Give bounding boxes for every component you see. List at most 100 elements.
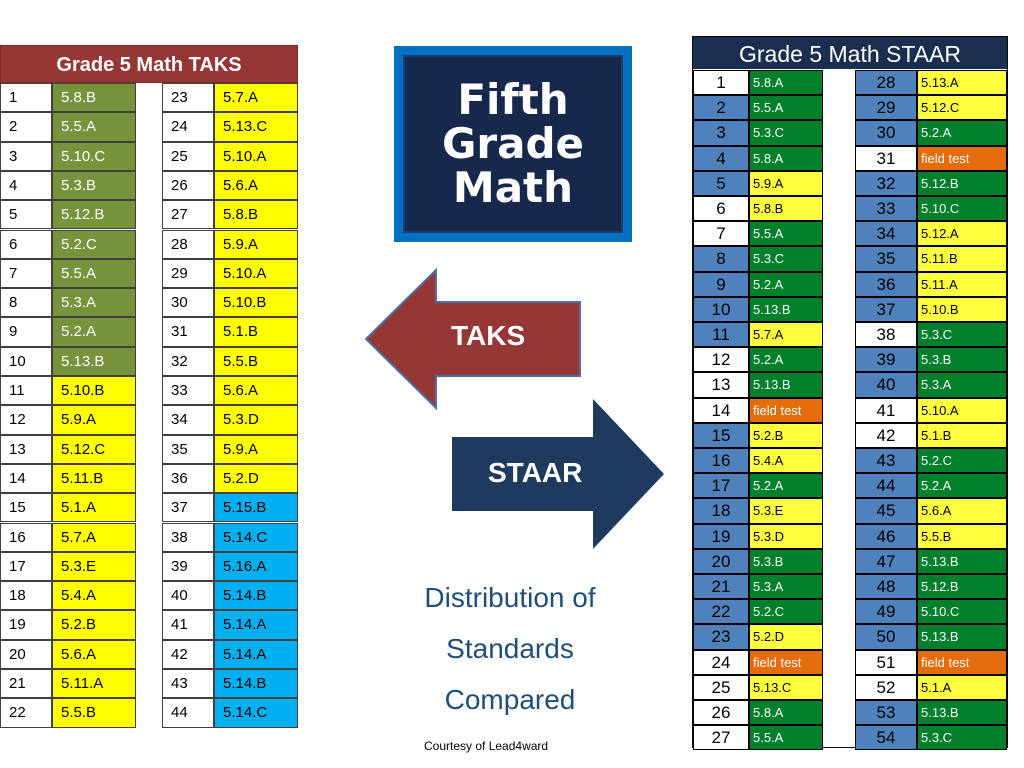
taks-item-standard: 5.6.A bbox=[214, 170, 298, 201]
taks-table-row: 1 5.8.B 23 5.7.A bbox=[0, 83, 298, 113]
staar-item-number: 31 bbox=[855, 145, 917, 171]
staar-item-number: 36 bbox=[855, 271, 917, 297]
staar-table-row: 1 5.8.A 28 5.13.A bbox=[693, 70, 1007, 96]
staar-item-standard: 5.9.A bbox=[749, 170, 823, 196]
taks-item-standard: 5.10.C bbox=[52, 141, 136, 171]
staar-table-row: 9 5.2.A 36 5.11.A bbox=[693, 271, 1007, 297]
taks-item-number: 33 bbox=[162, 376, 214, 406]
staar-item-number: 52 bbox=[855, 674, 917, 700]
staar-item-standard: 5.2.C bbox=[917, 448, 1007, 474]
taks-item-standard: 5.3.A bbox=[52, 288, 136, 318]
taks-table-row: 8 5.3.A 30 5.10.B bbox=[0, 288, 298, 318]
staar-table-row: 19 5.3.D 46 5.5.B bbox=[693, 523, 1007, 549]
staar-item-number: 29 bbox=[855, 95, 917, 121]
staar-item-standard: 5.3.C bbox=[749, 120, 823, 146]
staar-table-title: Grade 5 Math STAAR bbox=[693, 37, 1007, 69]
staar-item-standard: 5.10.A bbox=[917, 397, 1007, 423]
staar-item-standard: 5.2.A bbox=[917, 473, 1007, 499]
staar-table-row: 15 5.2.B 42 5.1.B bbox=[693, 422, 1007, 448]
staar-item-standard: 5.5.A bbox=[749, 725, 823, 751]
taks-item-number: 22 bbox=[0, 698, 52, 728]
staar-item-number: 5 bbox=[693, 170, 749, 196]
taks-item-number: 42 bbox=[162, 639, 214, 669]
taks-item-standard: 5.5.A bbox=[52, 112, 136, 142]
staar-item-number: 53 bbox=[855, 700, 917, 726]
taks-item-number: 28 bbox=[162, 229, 214, 259]
staar-item-number: 40 bbox=[855, 372, 917, 398]
taks-item-number: 6 bbox=[0, 229, 52, 259]
staar-item-number: 12 bbox=[693, 347, 749, 373]
taks-item-standard: 5.1.A bbox=[52, 493, 136, 523]
taks-item-number: 40 bbox=[162, 581, 214, 611]
taks-item-standard: 5.2.B bbox=[52, 610, 136, 640]
staar-item-standard: field test bbox=[749, 397, 823, 423]
taks-item-number: 16 bbox=[0, 522, 52, 552]
staar-table-row: 4 5.8.A 31 field test bbox=[693, 145, 1007, 171]
taks-item-standard: 5.6.A bbox=[214, 376, 298, 406]
taks-table-row: 5 5.12.B 27 5.8.B bbox=[0, 200, 298, 230]
staar-item-standard: 5.10.C bbox=[917, 599, 1007, 625]
taks-item-standard: 5.14.C bbox=[214, 698, 298, 728]
taks-item-number: 20 bbox=[0, 639, 52, 669]
staar-item-standard: 5.3.D bbox=[749, 523, 823, 549]
staar-item-number: 30 bbox=[855, 120, 917, 146]
taks-item-number: 39 bbox=[162, 551, 214, 582]
taks-arrow-left-icon bbox=[364, 268, 581, 410]
staar-item-number: 16 bbox=[693, 448, 749, 474]
staar-item-standard: 5.11.A bbox=[917, 271, 1007, 297]
staar-arrow-label: STAAR bbox=[488, 457, 583, 488]
staar-table-row: 18 5.3.E 45 5.6.A bbox=[693, 498, 1007, 524]
taks-item-number: 10 bbox=[0, 346, 52, 376]
taks-item-standard: 5.12.C bbox=[52, 434, 136, 464]
staar-item-number: 46 bbox=[855, 523, 917, 549]
staar-item-number: 7 bbox=[693, 221, 749, 247]
staar-item-number: 14 bbox=[693, 397, 749, 423]
taks-table-row: 3 5.10.C 25 5.10.A bbox=[0, 141, 298, 171]
taks-item-number: 23 bbox=[162, 83, 214, 113]
staar-item-number: 44 bbox=[855, 473, 917, 499]
taks-item-number: 43 bbox=[162, 669, 214, 699]
staar-item-number: 25 bbox=[693, 674, 749, 700]
staar-item-number: 22 bbox=[693, 599, 749, 625]
staar-item-number: 28 bbox=[855, 70, 917, 96]
staar-table-row: 7 5.5.A 34 5.12.A bbox=[693, 221, 1007, 247]
taks-item-number: 2 bbox=[0, 112, 52, 142]
taks-item-number: 5 bbox=[0, 200, 52, 230]
staar-item-standard: 5.2.A bbox=[917, 120, 1007, 146]
staar-item-standard: 5.3.A bbox=[917, 372, 1007, 398]
taks-item-number: 1 bbox=[0, 83, 52, 113]
staar-item-standard: 5.3.A bbox=[749, 574, 823, 600]
staar-item-standard: 5.3.C bbox=[749, 246, 823, 272]
staar-item-number: 27 bbox=[693, 725, 749, 751]
taks-item-standard: 5.11.A bbox=[52, 669, 136, 699]
taks-item-standard: 5.2.D bbox=[214, 463, 298, 494]
taks-item-standard: 5.15.B bbox=[214, 493, 298, 523]
title-box-inner: Fifth Grade Math bbox=[403, 55, 623, 233]
taks-item-number: 18 bbox=[0, 581, 52, 611]
staar-table-row: 25 5.13.C 52 5.1.A bbox=[693, 674, 1007, 700]
taks-item-standard: 5.6.A bbox=[52, 639, 136, 669]
taks-item-number: 27 bbox=[162, 200, 214, 230]
staar-item-number: 21 bbox=[693, 574, 749, 600]
taks-table-row: 16 5.7.A 38 5.14.C bbox=[0, 522, 298, 552]
staar-item-standard: 5.3.E bbox=[749, 498, 823, 524]
staar-table-row: 2 5.5.A 29 5.12.C bbox=[693, 95, 1007, 121]
taks-item-standard: 5.12.B bbox=[52, 200, 136, 230]
staar-item-number: 1 bbox=[693, 70, 749, 96]
taks-item-number: 24 bbox=[162, 112, 214, 142]
title-box: Fifth Grade Math bbox=[394, 46, 632, 242]
taks-item-standard: 5.14.A bbox=[214, 639, 298, 669]
staar-item-number: 35 bbox=[855, 246, 917, 272]
staar-item-number: 47 bbox=[855, 548, 917, 574]
taks-arrow-label: TAKS bbox=[451, 320, 526, 351]
staar-item-number: 2 bbox=[693, 95, 749, 121]
taks-item-number: 37 bbox=[162, 493, 214, 523]
staar-table-row: 10 5.13.B 37 5.10.B bbox=[693, 296, 1007, 322]
taks-table-row: 9 5.2.A 31 5.1.B bbox=[0, 317, 298, 347]
staar-item-standard: 5.8.A bbox=[749, 70, 823, 96]
taks-table-row: 11 5.10.B 33 5.6.A bbox=[0, 376, 298, 406]
staar-table-row: 3 5.3.C 30 5.2.A bbox=[693, 120, 1007, 146]
taks-table-row: 22 5.5.B 44 5.14.C bbox=[0, 698, 298, 728]
staar-item-standard: 5.13.B bbox=[749, 372, 823, 398]
staar-table-row: 13 5.13.B 40 5.3.A bbox=[693, 372, 1007, 398]
